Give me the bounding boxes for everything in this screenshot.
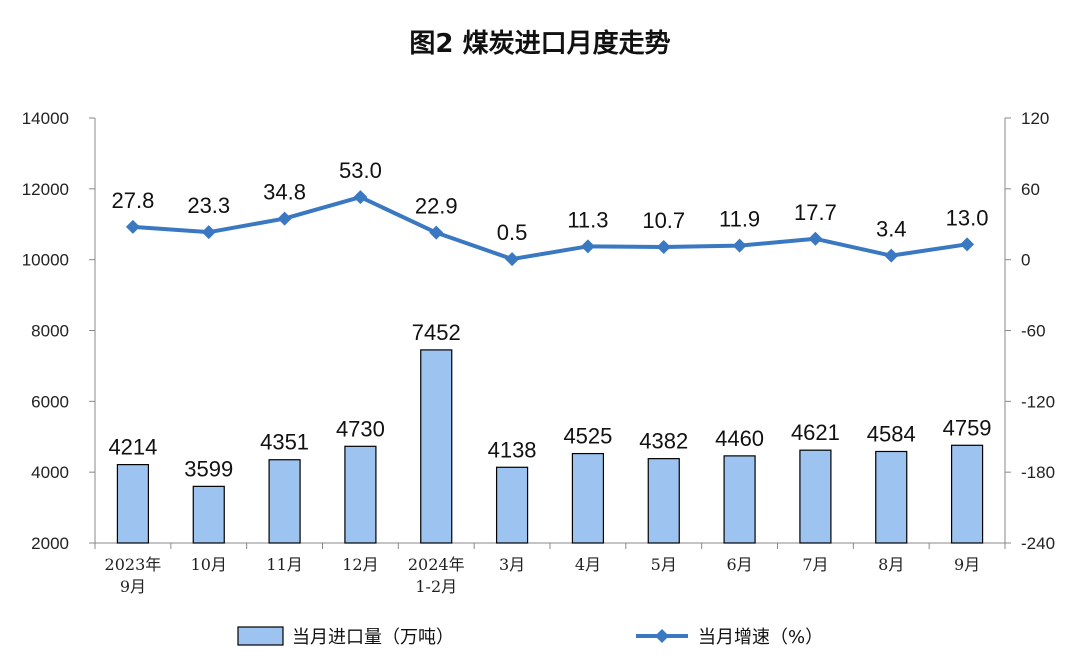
x-tick-label: 2024年 [408,555,465,574]
x-tick-label: 9月 [954,555,980,574]
bar [116,463,150,544]
bar [799,449,832,544]
bar-value-label: 3599 [184,456,233,481]
line-value-label: 3.4 [876,217,907,242]
line-point [960,237,975,252]
bar-value-label: 4382 [639,429,688,454]
bar-value-label: 4584 [867,421,916,446]
y-right-tick-label: -120 [1021,392,1055,411]
y-left-tick-label: 6000 [31,392,69,411]
line-point [125,219,140,234]
line-value-label: 0.5 [497,220,528,245]
line-value-label: 13.0 [946,205,989,230]
bar [571,452,605,544]
bar [268,459,301,544]
y-right-tick-label: 0 [1021,251,1030,270]
x-tick-label: 3月 [499,555,525,574]
y-left-tick-label: 12000 [22,180,69,199]
x-tick-label: 10月 [191,555,227,574]
y-right-tick-label: -240 [1021,534,1055,553]
line-point [884,248,899,263]
x-tick-label: 11月 [266,555,302,574]
legend: 当月进口量（万吨） 当月增速（%） [237,626,823,648]
y-left-tick-label: 10000 [22,251,69,270]
y-right-tick-label: -180 [1021,463,1055,482]
line-point [429,225,444,240]
line-value-label: 10.7 [642,208,685,233]
line-point [580,239,595,254]
line-point [656,240,671,255]
y-right-tick-label: -60 [1021,322,1046,341]
bar [344,445,377,544]
line-value-label: 27.8 [112,188,155,213]
legend-line-marker [655,629,669,643]
chart-title: 图2 煤炭进口月度走势 [409,28,670,59]
y-right-tick-label: 120 [1021,109,1049,128]
line-value-label: 22.9 [415,194,458,219]
line-value-label: 23.3 [187,193,230,218]
legend-bar-swatch [237,626,284,646]
x-tick-label: 9月 [120,577,146,596]
line-value-label: 11.3 [567,207,608,232]
bar-value-label: 4759 [943,415,992,440]
y-left-tick-label: 14000 [22,109,69,128]
legend-bar-label: 当月进口量（万吨） [292,627,454,648]
line-series [125,190,975,267]
x-tick-label: 1-2月 [415,577,457,596]
bar-value-label: 4351 [260,430,309,455]
legend-line-label: 当月增速（%） [698,627,823,648]
y-left-tick-label: 4000 [31,463,69,482]
x-tick-label: 4月 [575,555,601,574]
y-right-tick-label: 60 [1021,180,1040,199]
bar [723,455,756,544]
bar-value-label: 4730 [336,416,385,441]
axes: 2000 -240 4000 -180 6000 -120 8000 -60 10000 0 120… [22,109,1055,553]
y-left-tick-label: 2000 [31,534,69,553]
x-tick-label: 7月 [802,555,828,574]
bar [647,458,680,544]
line-value-label: 34.8 [263,180,306,205]
line-point [732,238,747,253]
line-point [505,252,520,267]
bar [192,485,225,544]
bar [495,466,529,544]
bar-value-label: 7452 [412,320,461,345]
line-value-label: 53.0 [339,158,382,183]
bar [950,444,984,544]
x-tick-label: 12月 [342,555,378,574]
growth-line [132,195,968,262]
line-point [201,225,216,240]
line-value-label: 11.9 [719,207,760,232]
data-labels: 4214 3599 4351 4730 7452 4138 4525 4382 4460 4621… [108,158,991,481]
line-value-label: 17.7 [794,200,837,225]
x-tick-label: 2023年 [105,555,162,574]
x-tick-label: 6月 [726,555,752,574]
x-tick-label: 8月 [878,555,904,574]
bar-series [116,349,984,544]
bar-value-label: 4460 [715,426,764,451]
y-left-tick-label: 8000 [31,322,69,341]
bar [420,349,453,544]
bar [875,450,908,544]
x-tick-label: 5月 [651,555,677,574]
bar-value-label: 4525 [563,424,612,449]
bar-value-label: 4214 [108,435,157,460]
bar-value-label: 4621 [791,420,840,445]
line-point [353,190,368,205]
bar-value-label: 4138 [488,437,537,462]
line-point [808,231,823,246]
line-point [277,211,292,226]
x-axis-ticks: 2023年 9月 10月 11月 12月 2024年 1-2月 3月 4月 5月 6月 7月 8月 9月 [105,555,981,596]
